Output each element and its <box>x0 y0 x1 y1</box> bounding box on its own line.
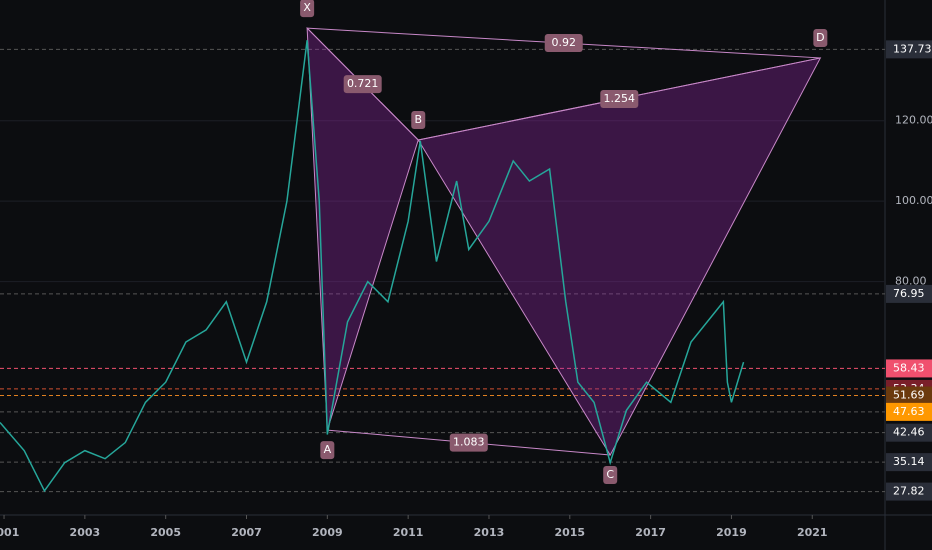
ratio-tag <box>544 34 583 53</box>
price-tag <box>886 402 932 421</box>
point-label: B <box>414 113 422 126</box>
ratio-tag <box>449 433 488 452</box>
ratio-label: 0.721 <box>347 77 379 90</box>
price-tag <box>886 359 932 378</box>
price-line <box>0 40 745 493</box>
point-tag <box>320 441 335 460</box>
price-tag-label: 35.14 <box>893 455 925 468</box>
ratio-tag <box>343 75 382 94</box>
x-tick-label: 2011 <box>393 526 424 539</box>
x-tick-label: 2015 <box>554 526 585 539</box>
point-tag <box>411 111 426 130</box>
point-tag <box>813 28 828 47</box>
price-tag <box>886 40 932 59</box>
point-tag <box>603 466 618 485</box>
x-tick-label: 2019 <box>716 526 747 539</box>
price-tag-label: 47.63 <box>893 405 925 418</box>
price-tag <box>886 482 932 501</box>
price-tag-label: 76.95 <box>893 287 925 300</box>
x-tick-label: 2005 <box>150 526 181 539</box>
point-tag <box>300 0 315 18</box>
ratio-label: 1.083 <box>453 436 485 449</box>
price-tag <box>886 284 932 303</box>
x-tick-label: 2017 <box>635 526 666 539</box>
price-tag-label: 27.82 <box>893 485 925 498</box>
point-label: C <box>606 468 614 481</box>
point-label: X <box>303 1 311 14</box>
ratio-label: 1.254 <box>604 92 636 105</box>
price-tag-label: 42.46 <box>893 426 925 439</box>
y-tick-label: 80.00 <box>895 275 927 288</box>
price-tag <box>886 423 932 442</box>
ratio-tag <box>600 89 639 108</box>
y-tick-label: 120.00 <box>895 114 932 127</box>
ratio-label: 0.92 <box>551 36 576 49</box>
x-tick-label: 2007 <box>231 526 262 539</box>
x-tick-label: 2009 <box>312 526 343 539</box>
point-label: D <box>816 31 824 44</box>
x-tick-label: 2003 <box>70 526 101 539</box>
price-tag-label: 51.69 <box>893 389 925 402</box>
x-tick-label: 2001 <box>0 526 19 539</box>
y-tick-label: 100.00 <box>895 194 932 207</box>
price-tag-label: 137.73 <box>893 42 932 55</box>
x-tick-label: 2013 <box>474 526 505 539</box>
x-tick-label: 2021 <box>797 526 828 539</box>
price-tag <box>886 453 932 472</box>
price-tag <box>886 386 932 405</box>
point-label: A <box>324 443 332 456</box>
price-tag-label: 58.43 <box>893 361 925 374</box>
